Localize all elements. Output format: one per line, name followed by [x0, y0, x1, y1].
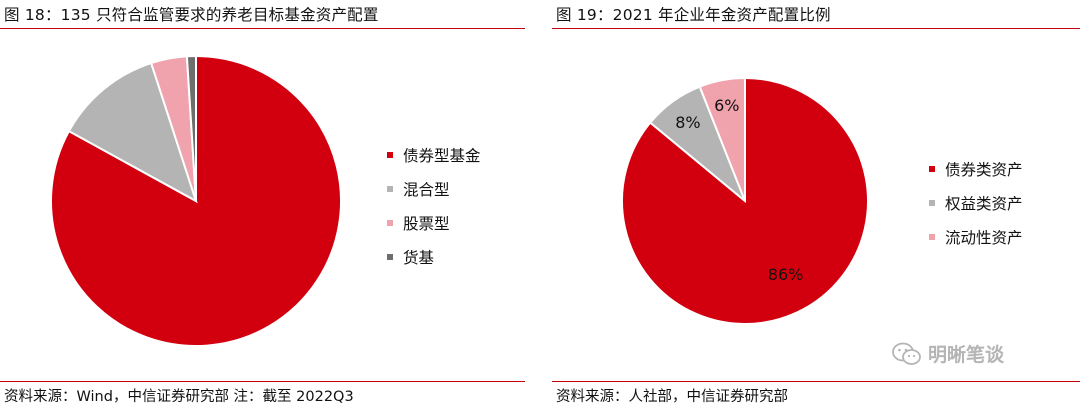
legend-item: 货基	[387, 240, 481, 274]
legend-label: 货基	[403, 249, 435, 267]
source-note: 资料来源：人社部，中信证券研究部	[556, 389, 788, 405]
chart-title: 图 19：2021 年企业年金资产配置比例	[556, 6, 831, 24]
pie-chart	[50, 54, 342, 347]
title-divider	[0, 28, 525, 29]
legend-item: 权益类资产	[929, 186, 1023, 220]
pie-slice-2	[67, 61, 198, 204]
legend-swatch	[929, 200, 935, 206]
data-label: 86%	[768, 265, 804, 284]
legend-label: 流动性资产	[945, 229, 1023, 247]
legend: 债券类资产权益类资产流动性资产	[929, 152, 1023, 254]
legend-item: 债券型基金	[387, 138, 481, 172]
legend-label: 混合型	[403, 181, 450, 199]
chart-title: 图 18：135 只符合监管要求的养老目标基金资产配置	[4, 6, 379, 24]
source-divider	[0, 381, 525, 382]
chart-panel-left: 图 18：135 只符合监管要求的养老目标基金资产配置 债券型基金混合型股票型货…	[0, 0, 525, 409]
watermark-text: 明晰笔谈	[928, 344, 1005, 366]
data-label: 6%	[714, 96, 739, 115]
source-note: 资料来源：Wind，中信证券研究部 注：截至 2022Q3	[4, 389, 354, 405]
source-divider	[552, 381, 1080, 382]
legend-swatch	[387, 152, 393, 158]
pie-chart: 86% 8% 6%	[621, 76, 869, 325]
legend-swatch	[387, 220, 393, 226]
chart-panel-right: 图 19：2021 年企业年金资产配置比例 86% 8% 6% 债券类资产权益类资产…	[552, 0, 1080, 409]
legend-label: 债券类资产	[945, 161, 1023, 179]
legend-label: 权益类资产	[945, 195, 1023, 213]
legend-swatch	[387, 186, 393, 192]
wechat-icon	[892, 342, 921, 365]
watermark: 明晰笔谈	[892, 340, 1004, 367]
legend-swatch	[929, 166, 935, 172]
legend-label: 债券型基金	[403, 147, 481, 165]
legend-item: 流动性资产	[929, 220, 1023, 254]
legend-item: 股票型	[387, 206, 481, 240]
legend-swatch	[387, 254, 393, 260]
legend-item: 债券类资产	[929, 152, 1023, 186]
legend-swatch	[929, 234, 935, 240]
data-label: 8%	[675, 113, 700, 132]
legend: 债券型基金混合型股票型货基	[387, 138, 481, 274]
pie-slice-4	[185, 54, 197, 202]
pie-slice-3	[698, 76, 746, 202]
title-divider	[552, 28, 1080, 29]
legend-item: 混合型	[387, 172, 481, 206]
legend-label: 股票型	[403, 215, 450, 233]
